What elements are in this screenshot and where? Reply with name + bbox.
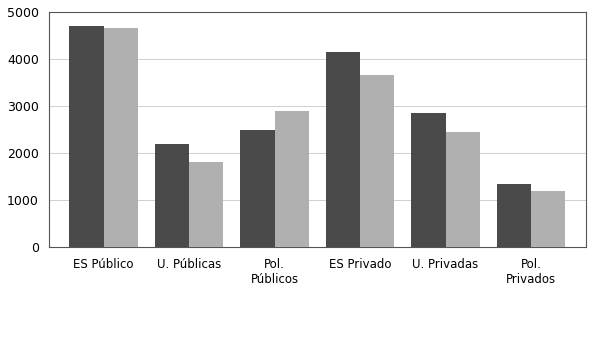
Bar [360,76,394,247]
Bar [275,111,309,247]
Legend: Vagas, Previsão de inscritos: Vagas, Previsão de inscritos [204,352,431,353]
Bar [445,132,480,247]
Bar [497,184,531,247]
Bar [326,52,360,247]
Bar [155,144,189,247]
Bar [189,162,224,247]
Bar [240,130,275,247]
Bar [104,28,138,247]
Bar [531,191,565,247]
Bar [412,113,445,247]
Bar [69,26,104,247]
